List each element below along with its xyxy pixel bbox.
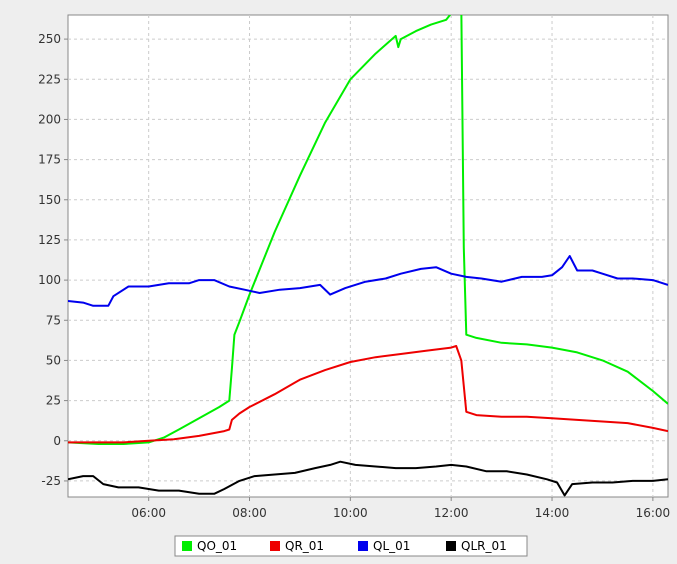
legend-swatch (358, 541, 368, 551)
x-tick-label: 14:00 (535, 506, 570, 520)
y-tick-label: 125 (38, 233, 61, 247)
x-tick-label: 10:00 (333, 506, 368, 520)
y-tick-label: 100 (38, 273, 61, 287)
legend-label: QL_01 (373, 539, 410, 553)
legend-box (174, 535, 528, 557)
plot-area (67, 14, 669, 498)
y-tick-label: 150 (38, 193, 61, 207)
y-tick-label: -25 (41, 474, 61, 488)
legend-label: QO_01 (197, 539, 237, 553)
legend-swatch (270, 541, 280, 551)
legend-swatch (446, 541, 456, 551)
y-tick-label: 250 (38, 32, 61, 46)
x-tick-label: 12:00 (434, 506, 469, 520)
y-tick-label: 175 (38, 153, 61, 167)
y-tick-label: 225 (38, 72, 61, 86)
x-tick-label: 16:00 (636, 506, 671, 520)
x-tick-label: 06:00 (131, 506, 166, 520)
y-tick-label: 75 (46, 313, 61, 327)
grid-lines (68, 15, 668, 497)
series-line-qlr-01 (68, 460, 668, 497)
x-tick-label: 08:00 (232, 506, 267, 520)
legend-swatch (182, 541, 192, 551)
y-tick-label: 200 (38, 112, 61, 126)
y-tick-label: 25 (46, 394, 61, 408)
series-line-qr-01 (68, 345, 668, 444)
legend-label: QLR_01 (461, 539, 507, 553)
legend-label: QR_01 (285, 539, 324, 553)
legend: QO_01 QR_01 QL_01 QLR_01 (174, 535, 528, 557)
y-tick-label: 0 (53, 434, 61, 448)
series-layer (68, 15, 668, 497)
y-tick-label: 50 (46, 353, 61, 367)
series-line-ql-01 (68, 255, 668, 307)
axes: -25 0 25 50 75 100 125 150 175 200 225 250 06:00 08:0… (38, 32, 670, 520)
series-line-qo-01 (68, 15, 668, 445)
